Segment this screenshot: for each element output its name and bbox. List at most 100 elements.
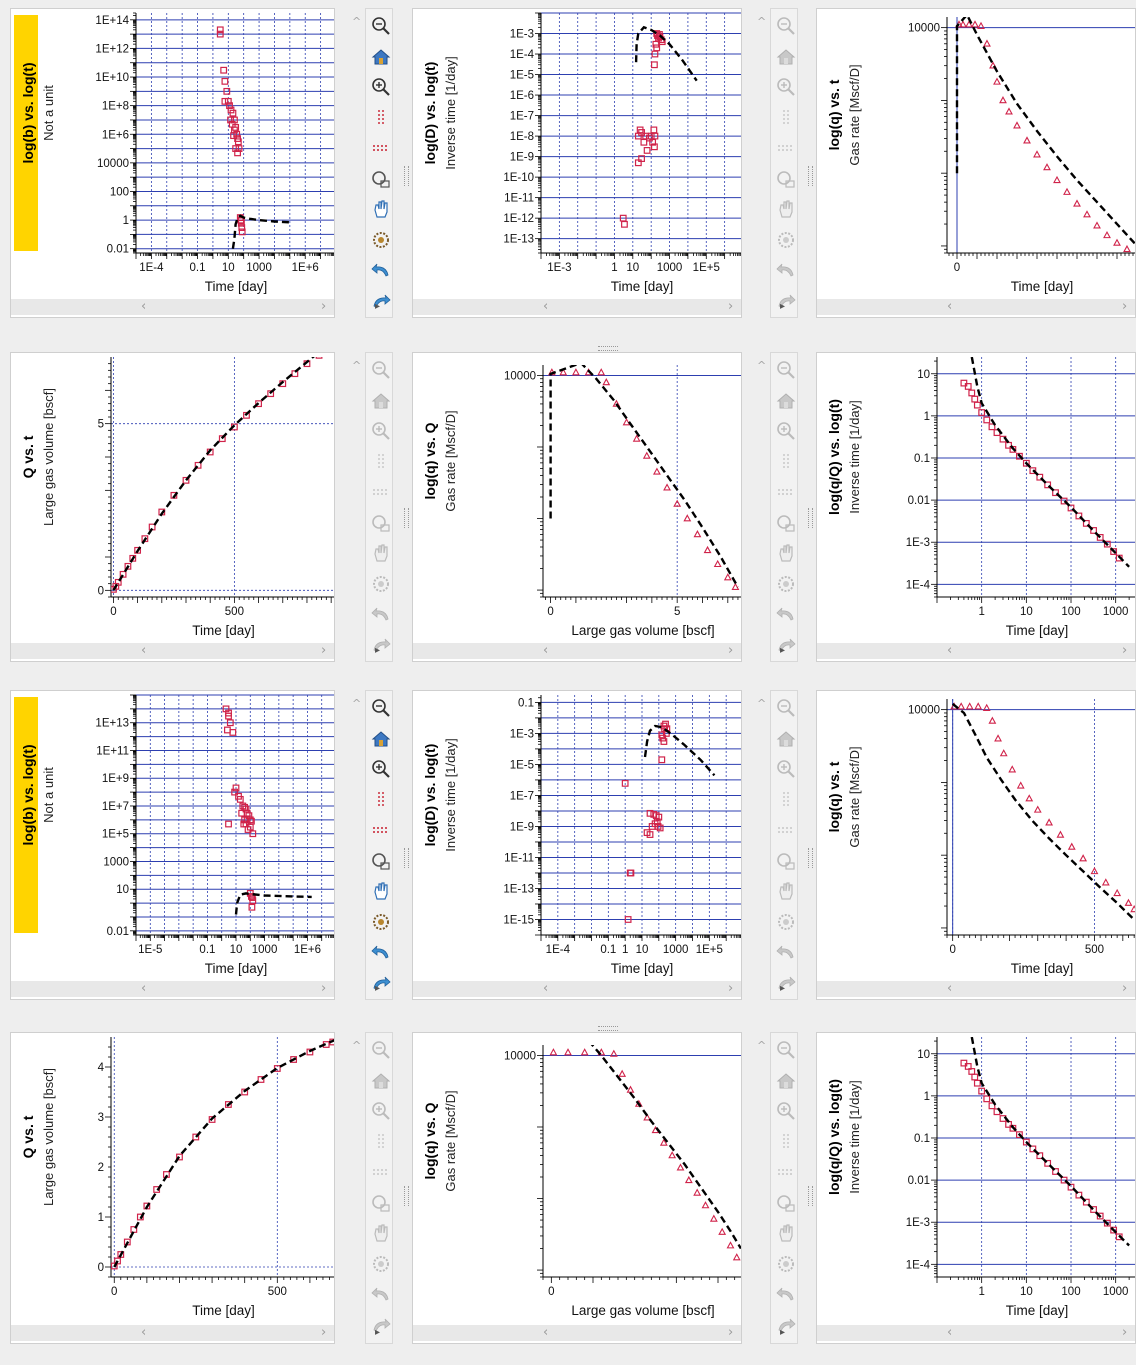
scroll-up-arrow[interactable]: ^: [757, 15, 767, 28]
home-icon[interactable]: [775, 390, 797, 412]
scroll-right-arrow[interactable]: ›: [321, 643, 327, 658]
row-splitter-grip[interactable]: [598, 1026, 618, 1031]
redo-icon[interactable]: [370, 290, 392, 312]
home-icon[interactable]: [775, 46, 797, 68]
horizontal-scrollbar[interactable]: ‹ ›: [413, 299, 741, 315]
horizontal-cursor-icon[interactable]: [775, 481, 797, 503]
zoom-out-icon[interactable]: [775, 15, 797, 37]
vertical-cursor-icon[interactable]: [775, 107, 797, 129]
scroll-right-arrow[interactable]: ›: [728, 1325, 734, 1340]
horizontal-scrollbar[interactable]: ‹ ›: [817, 1325, 1135, 1341]
home-icon[interactable]: [775, 1070, 797, 1092]
toolbar-more-arrow[interactable]: ▸: [780, 1327, 786, 1338]
column-splitter-grip[interactable]: [404, 508, 409, 528]
scroll-left-arrow[interactable]: ‹: [543, 981, 549, 996]
zoom-box-icon[interactable]: [775, 850, 797, 872]
vertical-cursor-icon[interactable]: [775, 789, 797, 811]
horizontal-scrollbar[interactable]: ‹ ›: [11, 643, 334, 659]
zoom-out-icon[interactable]: [775, 1039, 797, 1061]
scroll-left-arrow[interactable]: ‹: [141, 1325, 147, 1340]
scroll-right-arrow[interactable]: ›: [728, 299, 734, 314]
row-splitter-grip[interactable]: [598, 346, 618, 351]
zoom-in-icon[interactable]: [370, 76, 392, 98]
toolbar-more-arrow[interactable]: ▸: [780, 983, 786, 994]
toolbar-more-arrow[interactable]: ▸: [375, 645, 381, 656]
horizontal-scrollbar[interactable]: ‹ ›: [413, 981, 741, 997]
vertical-cursor-icon[interactable]: [775, 451, 797, 473]
redo-icon[interactable]: [775, 972, 797, 994]
scroll-left-arrow[interactable]: ‹: [543, 1325, 549, 1340]
redo-icon[interactable]: [370, 972, 392, 994]
scroll-left-arrow[interactable]: ‹: [543, 299, 549, 314]
undo-icon[interactable]: [370, 941, 392, 963]
horizontal-scrollbar[interactable]: ‹ ›: [817, 299, 1135, 315]
column-splitter-grip[interactable]: [404, 1186, 409, 1206]
settings-wheel-icon[interactable]: [370, 1253, 392, 1275]
home-icon[interactable]: [370, 1070, 392, 1092]
zoom-out-icon[interactable]: [775, 359, 797, 381]
toolbar-more-arrow[interactable]: ▸: [375, 301, 381, 312]
redo-icon[interactable]: [370, 1314, 392, 1336]
horizontal-scrollbar[interactable]: ‹ ›: [817, 643, 1135, 659]
scroll-left-arrow[interactable]: ‹: [947, 643, 953, 658]
scroll-left-arrow[interactable]: ‹: [947, 981, 953, 996]
vertical-cursor-icon[interactable]: [370, 1131, 392, 1153]
zoom-in-icon[interactable]: [775, 1100, 797, 1122]
column-splitter-grip[interactable]: [404, 166, 409, 186]
pan-hand-icon[interactable]: [370, 542, 392, 564]
scroll-right-arrow[interactable]: ›: [321, 1325, 327, 1340]
horizontal-cursor-icon[interactable]: [370, 1161, 392, 1183]
zoom-box-icon[interactable]: [775, 1192, 797, 1214]
scroll-left-arrow[interactable]: ‹: [141, 981, 147, 996]
horizontal-scrollbar[interactable]: ‹ ›: [413, 1325, 741, 1341]
horizontal-cursor-icon[interactable]: [370, 819, 392, 841]
toolbar-more-arrow[interactable]: ▸: [375, 1327, 381, 1338]
undo-icon[interactable]: [370, 603, 392, 625]
zoom-out-icon[interactable]: [775, 697, 797, 719]
zoom-in-icon[interactable]: [370, 1100, 392, 1122]
pan-hand-icon[interactable]: [775, 542, 797, 564]
home-icon[interactable]: [370, 46, 392, 68]
scroll-up-arrow[interactable]: ^: [352, 1039, 362, 1052]
settings-wheel-icon[interactable]: [775, 911, 797, 933]
settings-wheel-icon[interactable]: [370, 573, 392, 595]
pan-hand-icon[interactable]: [775, 198, 797, 220]
undo-icon[interactable]: [775, 603, 797, 625]
settings-wheel-icon[interactable]: [775, 573, 797, 595]
column-splitter-grip[interactable]: [808, 1186, 813, 1206]
horizontal-scrollbar[interactable]: ‹ ›: [11, 981, 334, 997]
zoom-box-icon[interactable]: [370, 850, 392, 872]
redo-icon[interactable]: [775, 1314, 797, 1336]
zoom-in-icon[interactable]: [370, 758, 392, 780]
scroll-right-arrow[interactable]: ›: [728, 981, 734, 996]
horizontal-cursor-icon[interactable]: [775, 137, 797, 159]
horizontal-cursor-icon[interactable]: [370, 481, 392, 503]
settings-wheel-icon[interactable]: [370, 229, 392, 251]
horizontal-scrollbar[interactable]: ‹ ›: [11, 1325, 334, 1341]
zoom-box-icon[interactable]: [775, 168, 797, 190]
zoom-box-icon[interactable]: [370, 512, 392, 534]
home-icon[interactable]: [370, 390, 392, 412]
undo-icon[interactable]: [775, 1283, 797, 1305]
settings-wheel-icon[interactable]: [775, 229, 797, 251]
scroll-left-arrow[interactable]: ‹: [141, 299, 147, 314]
zoom-out-icon[interactable]: [370, 359, 392, 381]
vertical-cursor-icon[interactable]: [370, 789, 392, 811]
pan-hand-icon[interactable]: [370, 880, 392, 902]
vertical-cursor-icon[interactable]: [370, 107, 392, 129]
settings-wheel-icon[interactable]: [775, 1253, 797, 1275]
vertical-cursor-icon[interactable]: [775, 1131, 797, 1153]
settings-wheel-icon[interactable]: [370, 911, 392, 933]
zoom-box-icon[interactable]: [370, 168, 392, 190]
column-splitter-grip[interactable]: [808, 848, 813, 868]
zoom-out-icon[interactable]: [370, 15, 392, 37]
scroll-up-arrow[interactable]: ^: [352, 15, 362, 28]
toolbar-more-arrow[interactable]: ▸: [780, 645, 786, 656]
pan-hand-icon[interactable]: [775, 1222, 797, 1244]
toolbar-more-arrow[interactable]: ▸: [780, 301, 786, 312]
undo-icon[interactable]: [370, 259, 392, 281]
pan-hand-icon[interactable]: [370, 1222, 392, 1244]
scroll-up-arrow[interactable]: ^: [352, 359, 362, 372]
zoom-in-icon[interactable]: [775, 420, 797, 442]
scroll-left-arrow[interactable]: ‹: [947, 299, 953, 314]
